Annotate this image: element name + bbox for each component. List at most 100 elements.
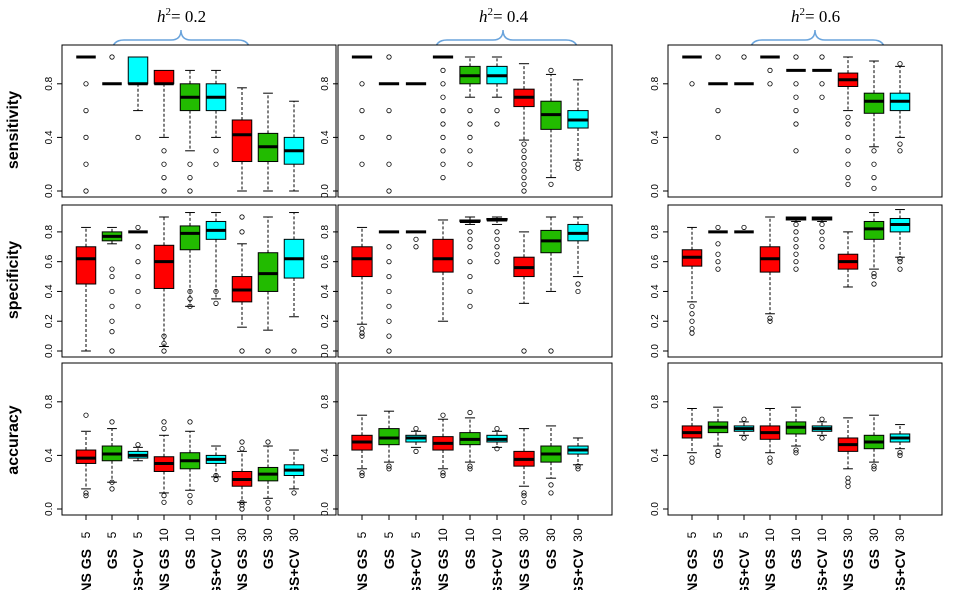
outlier-point bbox=[213, 288, 219, 295]
box-gscv-5 bbox=[128, 224, 148, 309]
outlier-point bbox=[575, 288, 581, 295]
outlier-point bbox=[440, 108, 446, 114]
box-gscv-30 bbox=[889, 424, 911, 458]
outlier-point bbox=[819, 81, 825, 87]
x-tick-number: 30 bbox=[893, 528, 907, 542]
panel-specificity-2: 0.0 0.2 0.4 0.6 0.8 bbox=[320, 204, 613, 358]
outlier-point bbox=[793, 81, 799, 87]
outlier-point bbox=[83, 490, 89, 496]
box-gs-10 bbox=[179, 419, 201, 505]
box-body bbox=[863, 92, 885, 114]
x-tick-number: 5 bbox=[685, 531, 699, 538]
outlier-point bbox=[359, 108, 365, 114]
outlier-point bbox=[187, 499, 193, 505]
outlier-point bbox=[440, 472, 446, 479]
x-tick-method: ENS GS bbox=[156, 549, 172, 590]
panel-accuracy-3: 0.0 0.4 0.8 5 ENS GS 5 GS 5 GS+CV 10 ENS GS 10 GS 10 G… bbox=[650, 362, 943, 590]
outlier-point bbox=[741, 435, 747, 441]
outlier-point bbox=[548, 490, 554, 496]
y-tick-label: 0.0 bbox=[44, 502, 55, 516]
outlier-point bbox=[793, 266, 799, 272]
x-tick-number: 5 bbox=[355, 531, 369, 538]
title-h: h bbox=[479, 7, 488, 26]
box-gscv-30 bbox=[567, 437, 589, 472]
title-h: h bbox=[791, 7, 800, 26]
outlier-point bbox=[161, 333, 167, 339]
outlier-point bbox=[521, 490, 527, 496]
panel-sensitivity-2: 0.0 0.4 0.8 bbox=[320, 44, 613, 198]
box-gs-30 bbox=[257, 216, 279, 354]
box-gs-30 bbox=[540, 425, 562, 496]
box-gscv-30 bbox=[567, 79, 589, 171]
outlier-point bbox=[265, 439, 271, 445]
outlier-point bbox=[187, 175, 193, 181]
box-gs-5 bbox=[708, 224, 728, 272]
y-tick-label: 0.8 bbox=[44, 76, 55, 90]
outlier-point bbox=[359, 333, 365, 339]
x-tick-method: ENS GS bbox=[354, 549, 370, 590]
outlier-point bbox=[239, 446, 245, 452]
outlier-point bbox=[440, 175, 446, 181]
outlier-point bbox=[291, 348, 297, 354]
outlier-point bbox=[109, 329, 115, 335]
outlier-point bbox=[897, 61, 903, 67]
box-ensgs-5 bbox=[682, 55, 702, 87]
x-tick-number: 10 bbox=[490, 528, 504, 542]
box-gs-30 bbox=[540, 67, 562, 187]
outlier-point bbox=[793, 229, 799, 235]
outlier-point bbox=[793, 450, 799, 456]
outlier-point bbox=[213, 161, 219, 167]
outlier-point bbox=[109, 288, 115, 295]
outlier-point bbox=[161, 340, 167, 347]
panel-frame bbox=[61, 362, 337, 516]
x-tick-method: GS+CV bbox=[130, 548, 146, 590]
outlier-point bbox=[871, 175, 877, 181]
panel-sensitivity-3: 0.0 0.4 0.8 bbox=[650, 44, 943, 198]
y-tick-label: 0.0 bbox=[650, 184, 661, 198]
outlier-point bbox=[897, 452, 903, 458]
y-tick-label: 0.8 bbox=[650, 225, 661, 239]
outlier-point bbox=[109, 266, 115, 272]
outlier-point bbox=[359, 326, 365, 332]
y-tick-label: 0.4 bbox=[44, 130, 55, 144]
panel-frame bbox=[667, 44, 943, 198]
outlier-point bbox=[467, 108, 473, 114]
box-gscv-10 bbox=[486, 56, 508, 127]
title-value: = 0.6 bbox=[805, 7, 840, 26]
outlier-point bbox=[897, 148, 903, 154]
outlier-point bbox=[359, 81, 365, 87]
y-tick-label: 0.4 bbox=[650, 130, 661, 144]
outlier-point bbox=[239, 348, 245, 354]
x-tick-method: ENS GS bbox=[234, 549, 250, 590]
x-tick-method: GS bbox=[543, 549, 559, 569]
box-gscv-5 bbox=[733, 416, 755, 441]
outlier-point bbox=[187, 188, 193, 194]
title-h: h bbox=[157, 7, 166, 26]
outlier-point bbox=[715, 108, 721, 114]
y-tick-label: 0.0 bbox=[320, 502, 331, 516]
y-tick-label: 0.4 bbox=[44, 284, 55, 298]
brace bbox=[111, 29, 251, 53]
outlier-point bbox=[819, 244, 825, 250]
box-ensgs-5 bbox=[75, 412, 97, 499]
x-tick-method: GS bbox=[260, 549, 276, 569]
box-ensgs-30 bbox=[231, 439, 253, 512]
outlier-point bbox=[239, 499, 245, 505]
box-body bbox=[153, 244, 175, 289]
outlier-point bbox=[187, 288, 193, 295]
box-ensgs-10 bbox=[432, 412, 454, 479]
outlier-point bbox=[109, 303, 115, 309]
outlier-point bbox=[741, 224, 747, 231]
outlier-point bbox=[386, 463, 392, 469]
outlier-point bbox=[161, 175, 167, 181]
outlier-point bbox=[213, 472, 219, 479]
outlier-point bbox=[413, 236, 419, 242]
outlier-point bbox=[689, 303, 695, 309]
outlier-point bbox=[715, 251, 721, 257]
x-tick-number: 10 bbox=[815, 528, 829, 542]
outlier-point bbox=[359, 470, 365, 476]
outlier-point bbox=[135, 442, 141, 448]
outlier-point bbox=[413, 244, 419, 250]
box-gscv-30 bbox=[889, 61, 911, 154]
y-tick-label: 0.8 bbox=[320, 225, 331, 239]
